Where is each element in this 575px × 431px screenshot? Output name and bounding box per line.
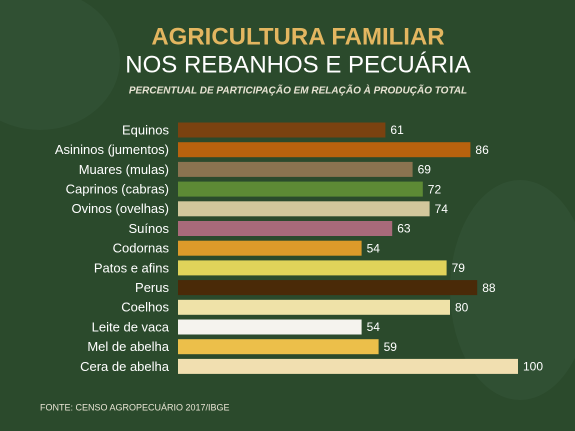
category-label: Codornas	[113, 241, 170, 256]
bar	[178, 161, 413, 177]
bar	[178, 142, 471, 158]
source: FONTE: CENSO AGROPECUÁRIO 2017/IBGE	[40, 402, 230, 412]
value-label: 59	[384, 340, 398, 354]
category-label: Mel de abelha	[87, 339, 169, 354]
chart-description: PERCENTUAL DE PARTICIPAÇÃO EM RELAÇÃO À …	[129, 84, 467, 97]
bar	[178, 358, 518, 374]
category-label: Equinos	[122, 122, 169, 137]
bar	[178, 319, 362, 335]
category-label: Muares (mulas)	[79, 162, 169, 177]
chart-subtitle: NOS REBANHOS E PECUÁRIA	[125, 51, 470, 78]
bar	[178, 201, 430, 217]
value-label: 80	[455, 300, 469, 314]
chart-title: AGRICULTURA FAMILIAR	[151, 23, 444, 50]
category-label: Cera de abelha	[80, 359, 170, 374]
value-label: 61	[390, 123, 404, 137]
bar	[178, 221, 393, 236]
value-label: 72	[428, 182, 442, 196]
value-label: 88	[482, 281, 496, 295]
bar	[178, 122, 386, 138]
decoration	[0, 0, 120, 130]
category-label: Leite de vaca	[92, 319, 170, 334]
value-label: 63	[397, 222, 411, 236]
bar	[178, 280, 478, 296]
category-label: Asininos (jumentos)	[55, 142, 169, 157]
category-label: Coelhos	[121, 300, 169, 315]
bar	[178, 240, 362, 256]
value-label: 54	[367, 241, 381, 255]
category-label: Caprinos (cabras)	[66, 182, 169, 197]
value-label: 54	[367, 320, 381, 334]
category-label: Perus	[135, 280, 169, 295]
category-label: Patos e afins	[94, 260, 170, 275]
decoration	[450, 180, 575, 400]
category-label: Suínos	[129, 221, 170, 236]
bar	[178, 299, 450, 315]
value-label: 79	[452, 261, 466, 275]
value-label: 69	[418, 163, 432, 177]
bar	[178, 181, 423, 197]
bar	[178, 260, 447, 276]
bar	[178, 339, 379, 355]
category-label: Ovinos (ovelhas)	[71, 201, 169, 216]
value-label: 100	[523, 360, 543, 374]
value-label: 74	[435, 202, 449, 216]
value-label: 86	[475, 143, 489, 157]
